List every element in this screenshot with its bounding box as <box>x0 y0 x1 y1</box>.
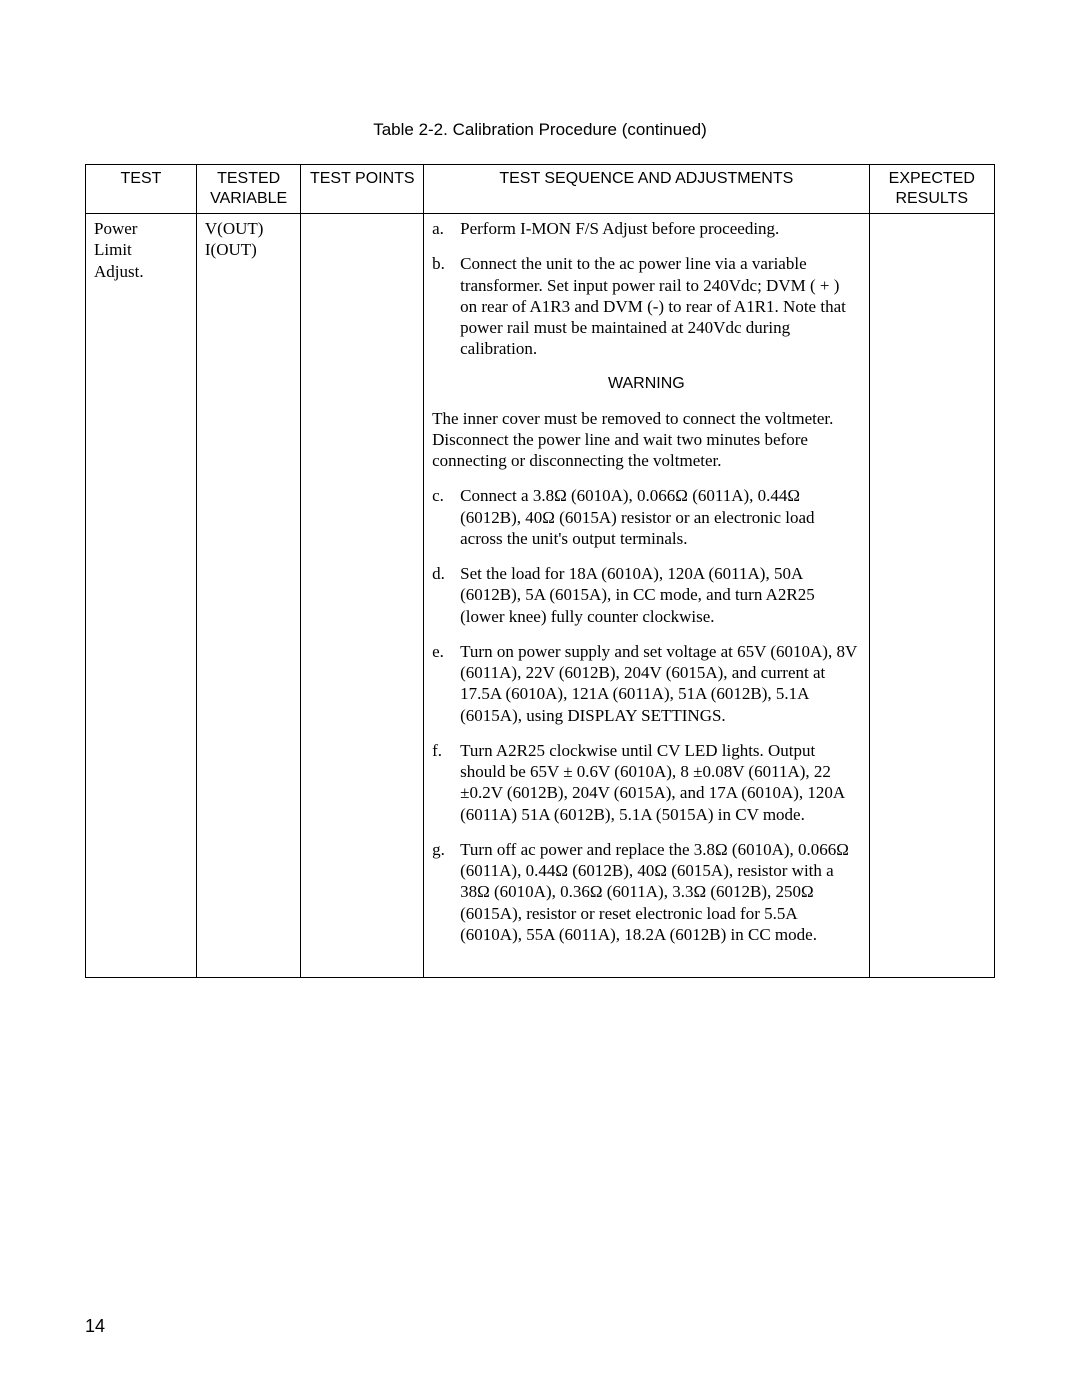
cell-test: Power Limit Adjust. <box>86 214 197 978</box>
table-header-row: TEST TESTED VARIABLE TEST POINTS TEST SE… <box>86 165 995 214</box>
warning-heading: WARNING <box>432 374 860 394</box>
col-sequence: TEST SEQUENCE AND ADJUSTMENTS <box>424 165 869 214</box>
step-text-a: Perform I-MON F/S Adjust before proceedi… <box>460 218 860 239</box>
calibration-table: TEST TESTED VARIABLE TEST POINTS TEST SE… <box>85 164 995 978</box>
cell-expected <box>869 214 994 978</box>
col-expected: EXPECTED RESULTS <box>869 165 994 214</box>
step-text-f: Turn A2R25 clockwise until CV LED lights… <box>460 740 860 825</box>
step-d: d. Set the load for 18A (6010A), 120A (6… <box>432 563 860 627</box>
warning-text: The inner cover must be removed to conne… <box>432 408 860 472</box>
step-label-g: g. <box>432 839 460 945</box>
col-tested-l2: VARIABLE <box>210 190 287 207</box>
step-c: c. Connect a 3.8Ω (6010A), 0.066Ω (6011A… <box>432 485 860 549</box>
test-l2: Limit <box>94 240 132 259</box>
step-label-b: b. <box>432 253 460 359</box>
page-number: 14 <box>85 1316 105 1337</box>
col-expected-l2: RESULTS <box>895 190 968 207</box>
test-l3: Adjust. <box>94 262 144 281</box>
col-expected-l1: EXPECTED <box>889 170 975 187</box>
step-e: e. Turn on power supply and set voltage … <box>432 641 860 726</box>
col-tested-variable: TESTED VARIABLE <box>196 165 301 214</box>
step-list-cg: c. Connect a 3.8Ω (6010A), 0.066Ω (6011A… <box>432 485 860 945</box>
step-a: a. Perform I-MON F/S Adjust before proce… <box>432 218 860 239</box>
cell-tested-variable: V(OUT) I(OUT) <box>196 214 301 978</box>
tested-l1: V(OUT) <box>205 219 264 238</box>
step-text-e: Turn on power supply and set voltage at … <box>460 641 860 726</box>
step-label-a: a. <box>432 218 460 239</box>
test-l1: Power <box>94 219 137 238</box>
step-label-e: e. <box>432 641 460 726</box>
step-text-d: Set the load for 18A (6010A), 120A (6011… <box>460 563 860 627</box>
step-text-g: Turn off ac power and replace the 3.8Ω (… <box>460 839 860 945</box>
step-text-b: Connect the unit to the ac power line vi… <box>460 253 860 359</box>
page: Table 2-2. Calibration Procedure (contin… <box>0 0 1080 1397</box>
tested-l2: I(OUT) <box>205 240 257 259</box>
step-label-f: f. <box>432 740 460 825</box>
step-text-c: Connect a 3.8Ω (6010A), 0.066Ω (6011A), … <box>460 485 860 549</box>
col-test: TEST <box>86 165 197 214</box>
table-title: Table 2-2. Calibration Procedure (contin… <box>85 120 995 140</box>
step-g: g. Turn off ac power and replace the 3.8… <box>432 839 860 945</box>
table-row: Power Limit Adjust. V(OUT) I(OUT) a. Per… <box>86 214 995 978</box>
step-label-d: d. <box>432 563 460 627</box>
step-b: b. Connect the unit to the ac power line… <box>432 253 860 359</box>
col-test-points: TEST POINTS <box>301 165 424 214</box>
step-label-c: c. <box>432 485 460 549</box>
cell-test-points <box>301 214 424 978</box>
col-tested-l1: TESTED <box>217 170 280 187</box>
step-list-ab: a. Perform I-MON F/S Adjust before proce… <box>432 218 860 360</box>
step-f: f. Turn A2R25 clockwise until CV LED lig… <box>432 740 860 825</box>
cell-sequence: a. Perform I-MON F/S Adjust before proce… <box>424 214 869 978</box>
